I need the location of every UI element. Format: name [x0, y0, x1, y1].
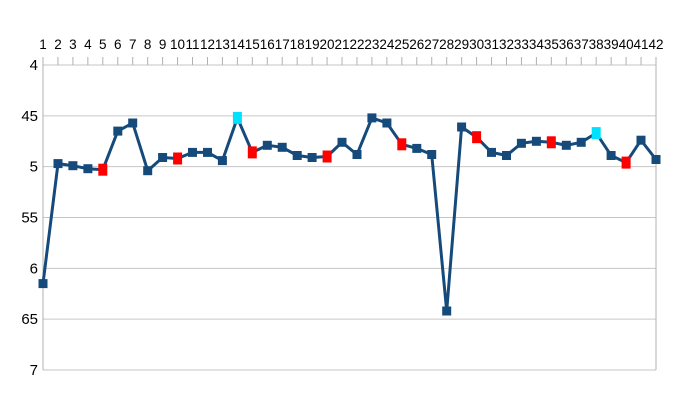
x-axis-tick-label: 20 — [320, 37, 335, 52]
data-point-marker-red[interactable] — [322, 150, 332, 163]
x-axis-tick-label: 15 — [245, 37, 260, 52]
y-axis-tick-label: 7 — [30, 362, 38, 379]
data-point-marker[interactable] — [502, 151, 511, 160]
x-axis-tick-label: 16 — [260, 37, 275, 52]
x-axis-tick-label: 24 — [379, 37, 395, 52]
data-point-marker[interactable] — [128, 118, 138, 128]
data-point-marker[interactable] — [38, 279, 48, 289]
data-point-marker[interactable] — [337, 137, 347, 147]
data-point-marker[interactable] — [53, 159, 63, 169]
data-point-marker-red[interactable] — [247, 146, 257, 159]
data-point-marker[interactable] — [442, 306, 452, 316]
x-axis-tick-label: 4 — [84, 37, 92, 52]
x-axis-tick-label: 19 — [305, 37, 320, 52]
data-point-marker[interactable] — [427, 150, 437, 159]
x-axis-tick-label: 31 — [484, 37, 499, 52]
x-axis-tick-label: 28 — [439, 37, 454, 52]
y-axis-tick-label: 6 — [30, 260, 38, 277]
x-axis-tick-label: 9 — [159, 37, 167, 52]
data-point-marker[interactable] — [576, 137, 586, 147]
y-axis-tick-label: 4 — [30, 57, 38, 74]
data-point-marker-red[interactable] — [173, 152, 183, 165]
x-axis-tick-label: 8 — [144, 37, 152, 52]
x-axis-tick-label: 10 — [170, 37, 185, 52]
x-axis-tick-label: 22 — [349, 37, 364, 52]
x-axis-tick-label: 40 — [619, 37, 634, 52]
x-axis-tick-label: 27 — [424, 37, 439, 52]
data-point-marker[interactable] — [367, 113, 377, 123]
data-point-marker[interactable] — [352, 150, 362, 159]
data-point-marker[interactable] — [382, 118, 392, 128]
x-axis-tick-label: 34 — [529, 37, 545, 52]
x-axis-tick-label: 7 — [129, 37, 137, 52]
data-point-marker[interactable] — [307, 153, 317, 162]
data-point-marker[interactable] — [292, 151, 302, 160]
data-point-marker[interactable] — [217, 156, 227, 166]
data-point-marker[interactable] — [531, 136, 541, 146]
y-axis-tick-label: 65 — [21, 311, 38, 328]
data-point-marker[interactable] — [516, 138, 526, 148]
data-point-marker[interactable] — [457, 122, 467, 132]
x-axis-tick-label: 37 — [574, 37, 589, 52]
data-point-marker[interactable] — [606, 151, 616, 160]
data-point-marker-red[interactable] — [546, 136, 556, 149]
x-axis-tick-label: 30 — [469, 37, 484, 52]
x-axis-tick-label: 18 — [290, 37, 305, 52]
x-axis-tick-label: 13 — [215, 37, 230, 52]
data-point-marker-red[interactable] — [98, 163, 108, 176]
data-point-marker[interactable] — [561, 140, 571, 150]
x-axis-tick-label: 41 — [634, 37, 649, 52]
x-axis-tick-label: 32 — [499, 37, 514, 52]
data-point-marker[interactable] — [636, 135, 646, 145]
x-axis-tick-label: 23 — [364, 37, 379, 52]
data-point-marker[interactable] — [412, 143, 422, 153]
data-point-marker[interactable] — [143, 166, 153, 176]
data-point-marker[interactable] — [83, 164, 93, 174]
data-point-marker[interactable] — [203, 147, 212, 157]
data-point-marker[interactable] — [68, 161, 78, 171]
x-axis-tick-label: 21 — [335, 37, 350, 52]
x-axis-tick-label: 35 — [544, 37, 559, 52]
data-point-marker-red[interactable] — [621, 156, 631, 169]
x-axis-tick-label: 26 — [409, 37, 424, 52]
x-axis-tick-label: 42 — [648, 37, 663, 52]
data-point-marker[interactable] — [188, 147, 197, 157]
x-axis-tick-label: 39 — [604, 37, 619, 52]
x-axis-tick-label: 2 — [54, 37, 62, 52]
x-axis-tick-label: 25 — [394, 37, 409, 52]
data-point-marker[interactable] — [262, 140, 272, 150]
y-axis-tick-label: 55 — [21, 210, 38, 227]
y-axis-tick-label: 45 — [21, 108, 38, 125]
x-axis-tick-label: 11 — [186, 37, 200, 52]
x-axis-tick-label: 3 — [69, 37, 77, 52]
x-axis-tick-label: 29 — [454, 37, 469, 52]
x-axis-tick-label: 38 — [589, 37, 604, 52]
x-axis-tick-label: 33 — [514, 37, 529, 52]
data-point-marker-cyan[interactable] — [591, 127, 601, 140]
data-point-marker[interactable] — [277, 142, 287, 152]
data-point-marker[interactable] — [113, 126, 123, 136]
x-axis-tick-label: 36 — [559, 37, 574, 52]
data-point-marker-red[interactable] — [472, 131, 482, 144]
x-axis-tick-label: 6 — [114, 37, 122, 52]
data-point-marker[interactable] — [158, 153, 168, 162]
x-axis-tick-label: 12 — [200, 37, 215, 52]
data-point-marker-cyan[interactable] — [232, 111, 242, 124]
x-axis-tick-label: 17 — [275, 37, 290, 52]
data-point-marker[interactable] — [487, 147, 496, 157]
x-axis-tick-label: 1 — [39, 37, 47, 52]
data-point-marker-red[interactable] — [397, 138, 407, 151]
y-axis-tick-label: 5 — [30, 159, 38, 176]
data-point-marker[interactable] — [651, 155, 661, 164]
x-axis-tick-label: 5 — [99, 37, 107, 52]
x-axis-tick-label: 14 — [230, 37, 246, 52]
